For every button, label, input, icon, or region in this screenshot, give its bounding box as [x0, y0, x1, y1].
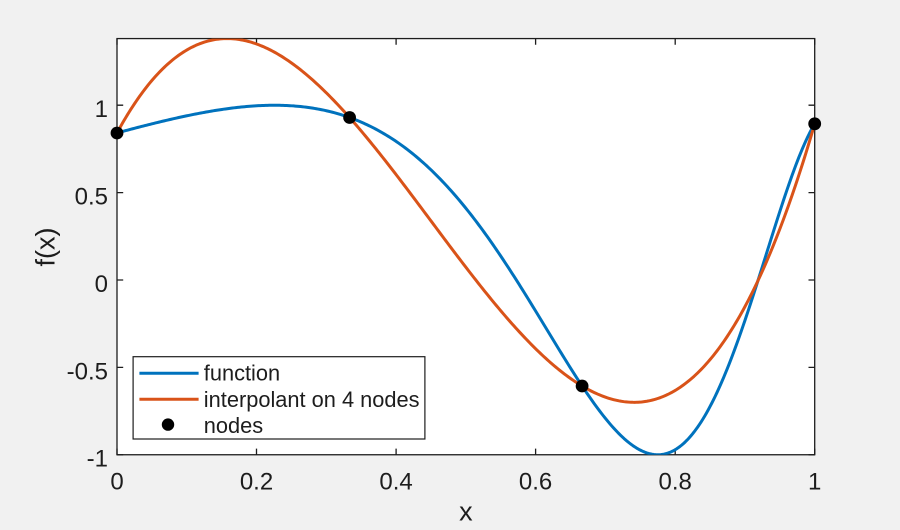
svg-text:-1: -1	[87, 446, 108, 473]
svg-text:0: 0	[110, 469, 123, 496]
svg-text:0.2: 0.2	[240, 469, 273, 496]
svg-text:1: 1	[808, 469, 821, 496]
svg-text:0.5: 0.5	[75, 184, 108, 211]
svg-text:f(x): f(x)	[31, 228, 61, 267]
svg-text:0.8: 0.8	[659, 469, 692, 496]
svg-text:interpolant on 4 nodes: interpolant on 4 nodes	[204, 387, 420, 412]
svg-text:1: 1	[95, 96, 108, 123]
svg-text:-0.5: -0.5	[67, 358, 108, 385]
svg-text:0.6: 0.6	[519, 469, 552, 496]
svg-text:nodes: nodes	[204, 413, 263, 438]
svg-text:0.4: 0.4	[379, 469, 412, 496]
svg-text:x: x	[459, 496, 473, 525]
svg-text:function: function	[204, 361, 280, 386]
svg-text:0: 0	[95, 271, 108, 298]
